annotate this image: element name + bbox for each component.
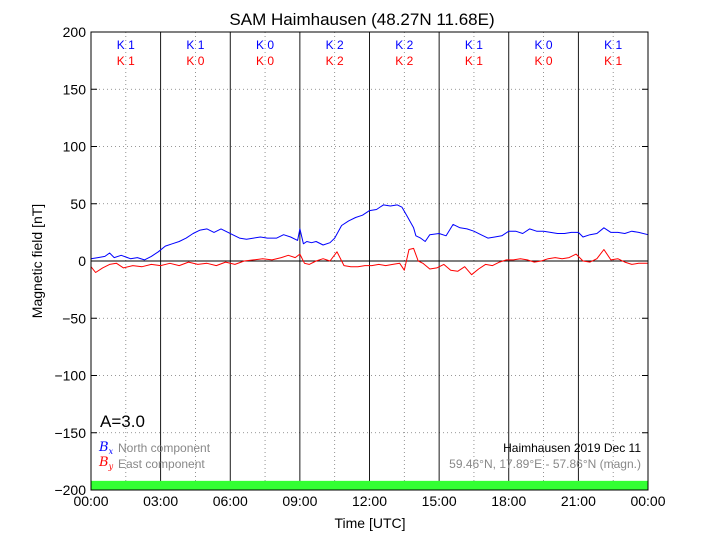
x-tick-label: 03:00 [143, 493, 178, 509]
x-tick-label: 15:00 [422, 493, 457, 509]
a-index-label: A=3.0 [100, 412, 145, 431]
y-tick-label: 150 [63, 81, 87, 97]
legend-north-label: North component [118, 441, 211, 455]
x-axis-label: Time [UTC] [334, 515, 405, 531]
k-index-north: K 1 [117, 38, 135, 52]
k-index-east: K 1 [604, 54, 622, 68]
k-index-east: K 2 [326, 54, 344, 68]
k-index-layer: K 1 K 1 K 1 K 0 K 0 K 0 K 2 K 2 K 2 K 2 K 1 K 1 K 0 K… [117, 38, 623, 68]
x-tick-label: 06:00 [213, 493, 248, 509]
x-tick-label: 21:00 [561, 493, 596, 509]
status-bar [91, 480, 648, 490]
legend-north-symbol: Bx [98, 440, 114, 456]
series-layer [90, 204, 649, 276]
k-index-north: K 0 [535, 38, 553, 52]
y-tick-label: −50 [62, 310, 86, 326]
y-axis-label: Magnetic field [nT] [29, 204, 45, 318]
k-index-east: K 0 [256, 54, 274, 68]
legend-east-label: East component [118, 457, 205, 471]
ticks: 00:00 03:00 06:00 09:00 12:00 15:00 18:00 21:00… [54, 24, 665, 509]
k-index-north: K 2 [326, 38, 344, 52]
k-index-east: K 0 [535, 54, 553, 68]
y-tick-label: −100 [54, 368, 86, 384]
k-index-north: K 1 [465, 38, 483, 52]
k-index-north: K 1 [186, 38, 204, 52]
chart-title: SAM Haimhausen (48.27N 11.68E) [229, 10, 494, 29]
north-component-line [90, 204, 649, 261]
station-date-label: Haimhausen 2019 Dec 11 [503, 441, 641, 455]
k-index-north: K 0 [256, 38, 274, 52]
x-tick-label: 18:00 [491, 493, 526, 509]
k-index-east: K 2 [395, 54, 413, 68]
legend-east-symbol: By [98, 455, 114, 471]
east-component-line [90, 247, 648, 276]
k-index-north: K 1 [604, 38, 622, 52]
x-tick-label: 09:00 [282, 493, 317, 509]
y-tick-label: −150 [54, 425, 86, 441]
k-index-north: K 2 [395, 38, 413, 52]
y-tick-label: 0 [78, 253, 86, 269]
x-tick-label: 12:00 [352, 493, 387, 509]
y-tick-label: −200 [54, 482, 86, 498]
x-tick-label: 00:00 [630, 493, 665, 509]
k-index-east: K 1 [117, 54, 135, 68]
y-tick-label: 50 [70, 196, 86, 212]
k-index-east: K 0 [186, 54, 204, 68]
legend: Bx North component By East component [98, 440, 211, 471]
y-tick-label: 200 [63, 24, 87, 40]
x-tick-label: 00:00 [73, 493, 108, 509]
y-tick-label: 100 [63, 139, 87, 155]
status-bar-layer [91, 480, 648, 490]
k-index-east: K 1 [465, 54, 483, 68]
coordinates-label: 59.46°N, 17.89°E - 57.86°N (magn.) [449, 457, 641, 471]
